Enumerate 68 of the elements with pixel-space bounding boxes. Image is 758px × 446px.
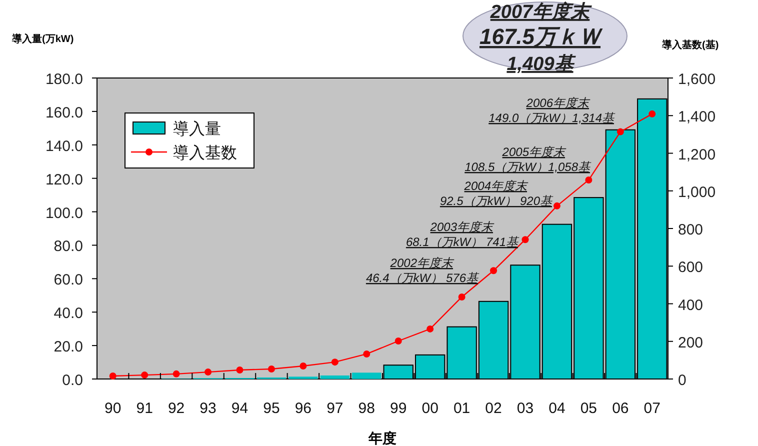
x-tick-label: 02 (485, 400, 502, 417)
y-tick-label: 0.0 (62, 372, 83, 389)
annotation: 2003年度末 68.1（万kW） 741基 (406, 220, 520, 249)
y-tick-label: 20.0 (54, 338, 83, 356)
x-tick-label: 04 (548, 400, 566, 417)
y-tick-label: 160.0 (45, 104, 83, 122)
point (109, 372, 116, 380)
point (585, 176, 592, 184)
x-tick-label: 99 (390, 400, 407, 417)
x-tick-label: 00 (422, 400, 438, 417)
y2-tick-label: 600 (678, 259, 704, 276)
y-axis-title: 導入量(万kW) (11, 33, 74, 45)
x-tick-label: 05 (580, 400, 598, 417)
point (426, 325, 434, 332)
y-tick-label: 120.0 (45, 171, 83, 188)
point (458, 293, 466, 300)
x-tick-label: 98 (358, 400, 375, 417)
legend-label: 導入基数 (173, 144, 237, 162)
x-tick-label: 96 (294, 400, 312, 417)
x-tick-label: 95 (263, 400, 280, 417)
annotation: 2005年度末 108.5（万kW）1,058基 (464, 145, 592, 174)
x-tick-label: 06 (612, 400, 629, 417)
point (553, 202, 560, 210)
x-tick-label: 03 (516, 400, 534, 417)
y2-axis-title: 導入基数(基) (661, 39, 719, 51)
y-tick-label: 80.0 (54, 238, 83, 256)
y2-tick-label: 1,000 (678, 184, 716, 201)
text: 2007年度末 167.5万ｋＷ 1,409基 (479, 1, 604, 75)
point (648, 110, 656, 118)
y-tick-label: 40.0 (54, 305, 83, 322)
legend-label: 導入量 (173, 120, 221, 138)
point (236, 366, 244, 374)
point (300, 362, 307, 370)
annotation: 2004年度末 92.5（万kW） 920基 (440, 179, 554, 208)
y2-tick-label: 1,200 (678, 146, 716, 164)
point (616, 128, 624, 136)
y-tick-label: 100.0 (45, 204, 83, 222)
x-tick-label: 93 (200, 400, 216, 417)
x-axis-title: 年度 (368, 430, 396, 446)
point (204, 368, 212, 376)
x-tick-label: 97 (326, 400, 344, 417)
x-tick-label: 92 (168, 400, 185, 417)
y2-tick-label: 200 (678, 334, 704, 352)
point (522, 236, 529, 244)
y2-tick-label: 1,600 (678, 71, 716, 88)
point (172, 370, 180, 378)
bar (352, 372, 382, 379)
annotation: 2002年度末 46.4（万kW） 576基 (366, 256, 480, 285)
bar (320, 375, 350, 379)
point (363, 350, 370, 358)
y2-tick-label: 0 (678, 372, 686, 389)
point (394, 338, 402, 344)
annotation: 2006年度末 149.0（万kW）1,314基 (488, 96, 616, 125)
y2-tick-label: 400 (678, 296, 704, 314)
point (331, 358, 338, 366)
y2-tick-label: 800 (678, 222, 704, 238)
y-tick-label: 180.0 (45, 71, 83, 88)
x-tick-label: 90 (104, 400, 122, 417)
y-tick-label: 60.0 (54, 272, 83, 289)
x-tick-label: 07 (644, 400, 660, 417)
x-tick-label: 91 (136, 400, 153, 417)
point (141, 372, 148, 379)
x-tick-label: 94 (231, 400, 248, 417)
y2-tick-label: 1,400 (678, 108, 716, 126)
point (490, 267, 498, 274)
point (268, 366, 275, 373)
y-tick-label: 140.0 (45, 138, 83, 155)
x-tick-label: 01 (453, 400, 470, 417)
